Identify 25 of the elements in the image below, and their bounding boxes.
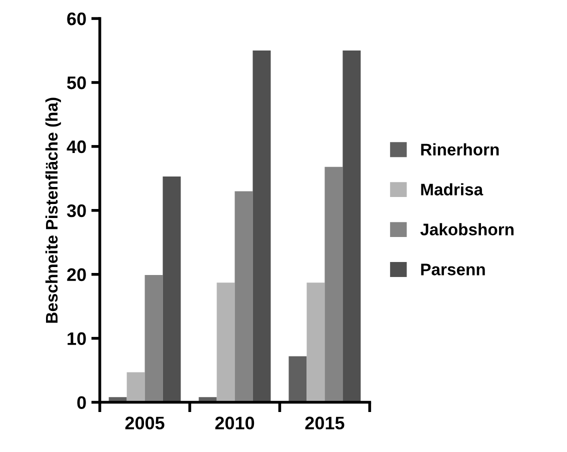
- bar: [324, 166, 343, 402]
- legend-label: Parsenn: [421, 264, 485, 276]
- legend-label: Rinerhorn: [421, 143, 499, 156]
- bar: [288, 356, 307, 402]
- y-tick-label: 10: [68, 332, 86, 346]
- bar: [144, 275, 163, 402]
- bar: [306, 282, 325, 402]
- y-tick-label: 30: [66, 204, 86, 218]
- x-tick-label: 2015: [305, 416, 344, 430]
- x-tick-label: 2010: [215, 416, 254, 430]
- y-tick-label: 60: [67, 12, 86, 26]
- y-axis-title: Beschneite Pistenfläche (ha): [45, 98, 61, 323]
- y-tick-label: 20: [67, 268, 86, 282]
- legend-label: Madrisa: [421, 183, 484, 196]
- y-tick-label: 0: [77, 396, 86, 409]
- bar: [126, 372, 145, 402]
- bar: [162, 176, 181, 402]
- bar: [216, 282, 235, 402]
- y-tick-label: 50: [67, 76, 86, 90]
- y-tick-label: 40: [66, 140, 86, 154]
- legend-label: Jakobshorn: [420, 223, 514, 236]
- bar: [234, 191, 253, 402]
- bar: [342, 50, 361, 402]
- bar: [252, 50, 271, 402]
- x-tick-label: 2005: [125, 416, 164, 430]
